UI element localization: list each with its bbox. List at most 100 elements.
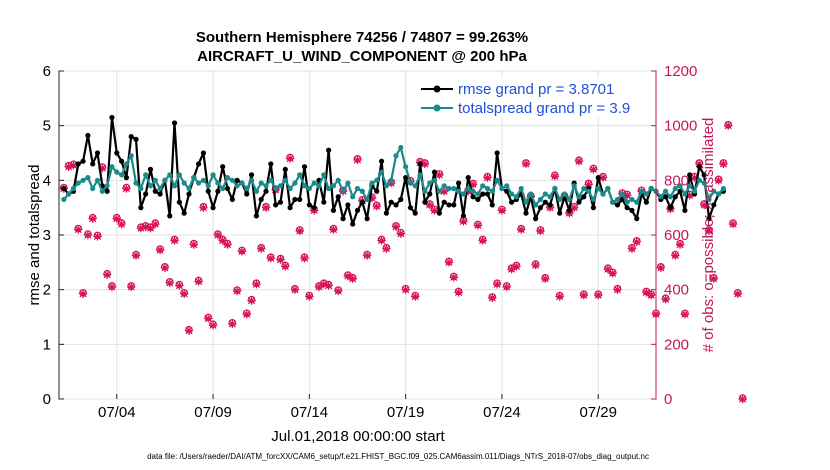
rmse-point (80, 158, 86, 164)
obs-count-point (608, 268, 617, 278)
rmse-point (253, 213, 259, 219)
obs-count-point (266, 253, 276, 263)
rmse-point (547, 202, 553, 208)
y-tick-label-right: 200 (664, 336, 689, 353)
rmse-point (557, 210, 563, 216)
totalspread-point (123, 161, 130, 167)
rmse-point (200, 150, 207, 156)
obs-count-point (728, 219, 738, 229)
totalspread-point (80, 177, 86, 183)
rmse-point (301, 164, 308, 170)
obs-count-point (594, 290, 603, 300)
totalspread-point (590, 196, 597, 203)
obs-count-point (579, 290, 588, 300)
totalspread-point (489, 188, 495, 194)
obs-assimilated-marker (372, 202, 381, 211)
obs-count-point (444, 257, 454, 267)
rmse-point (682, 207, 688, 213)
obs-assimilated-marker (492, 280, 502, 289)
obs-assimilated-marker (719, 159, 728, 169)
obs-count-point (473, 220, 483, 230)
rmse-point (224, 185, 231, 192)
obs-count-point (257, 243, 266, 253)
obs-count-point (74, 224, 83, 234)
obs-assimilated-marker (685, 191, 694, 200)
rmse-point (220, 164, 226, 170)
totalspread-point (547, 194, 553, 200)
obs-assimilated-marker (377, 236, 386, 245)
obs-count-point (175, 280, 184, 290)
rmse-point (345, 202, 351, 208)
totalspread-point (239, 180, 245, 186)
obs-assimilated-marker (656, 263, 666, 272)
obs-count-point (512, 261, 521, 271)
totalspread-point (215, 180, 221, 186)
obs-assimilated-marker (425, 200, 434, 210)
totalspread-point (407, 180, 414, 186)
rmse-point (403, 175, 409, 181)
obs-count-point (127, 282, 136, 292)
obs-count-point (261, 202, 271, 212)
obs-assimilated-marker (531, 260, 540, 270)
totalspread-point (658, 194, 664, 200)
totalspread-point (85, 175, 91, 181)
rmse-point (258, 196, 264, 203)
totalspread-point (359, 188, 365, 194)
rmse-point (643, 199, 649, 205)
x-axis-label: Jul.01,2018 00:00:00 start (271, 428, 445, 445)
rmse-point (167, 213, 173, 219)
obs-count-point (208, 320, 218, 330)
totalspread-point (460, 191, 467, 197)
rmse-point (104, 188, 110, 194)
totalspread-point (475, 191, 481, 197)
rmse-point (537, 205, 544, 211)
obs-count-point (613, 284, 622, 294)
obs-count-point (112, 213, 121, 223)
obs-assimilated-marker (690, 173, 699, 182)
totalspread-point (557, 196, 563, 203)
obs-assimilated-marker (569, 203, 579, 212)
totalspread-point (335, 177, 341, 183)
obs-count-point (396, 228, 406, 238)
obs-assimilated-marker (69, 161, 78, 170)
obs-assimilated-marker (348, 274, 357, 283)
obs-assimilated-marker (555, 292, 564, 301)
rmse-point (417, 161, 423, 167)
rmse-point (196, 161, 202, 167)
obs-assimilated-marker (199, 203, 208, 212)
obs-count-point (671, 250, 680, 260)
obs-markers-layer (59, 120, 747, 404)
obs-count-point (305, 291, 314, 301)
obs-assimilated-marker (464, 187, 473, 196)
totalspread-point (326, 185, 332, 192)
y-tick-label-right: 600 (664, 227, 689, 244)
totalspread-point (561, 191, 568, 197)
totalspread-point (118, 172, 125, 178)
totalspread-point (224, 175, 231, 181)
obs-assimilated-marker (146, 223, 155, 233)
obs-count-point (228, 319, 237, 329)
obs-assimilated-marker (435, 170, 444, 180)
totalspread-point (138, 185, 144, 192)
totalspread-point (61, 196, 67, 203)
obs-assimilated-marker (353, 155, 362, 165)
data-file-footer: data file: /Users/raeder/DAI/ATM_forcXX/… (147, 452, 649, 461)
obs-assimilated-marker (179, 289, 189, 298)
obs-assimilated-marker (127, 282, 136, 292)
obs-count-point (285, 153, 295, 163)
obs-count-point (714, 175, 723, 185)
rmse-point (412, 210, 418, 216)
totalspread-point (456, 188, 462, 194)
obs-assimilated-marker (334, 286, 343, 296)
obs-count-point (627, 243, 637, 253)
totalspread-point (581, 185, 587, 192)
obs-count-point (589, 164, 598, 174)
totalspread-point (75, 180, 81, 186)
obs-count-point (107, 282, 117, 292)
rmse-point (378, 158, 385, 164)
obs-count-point (391, 222, 401, 231)
legend-spread-marker (433, 104, 441, 112)
totalspread-point (624, 199, 630, 205)
obs-assimilated-marker (391, 222, 401, 231)
totalspread-point (720, 185, 727, 192)
